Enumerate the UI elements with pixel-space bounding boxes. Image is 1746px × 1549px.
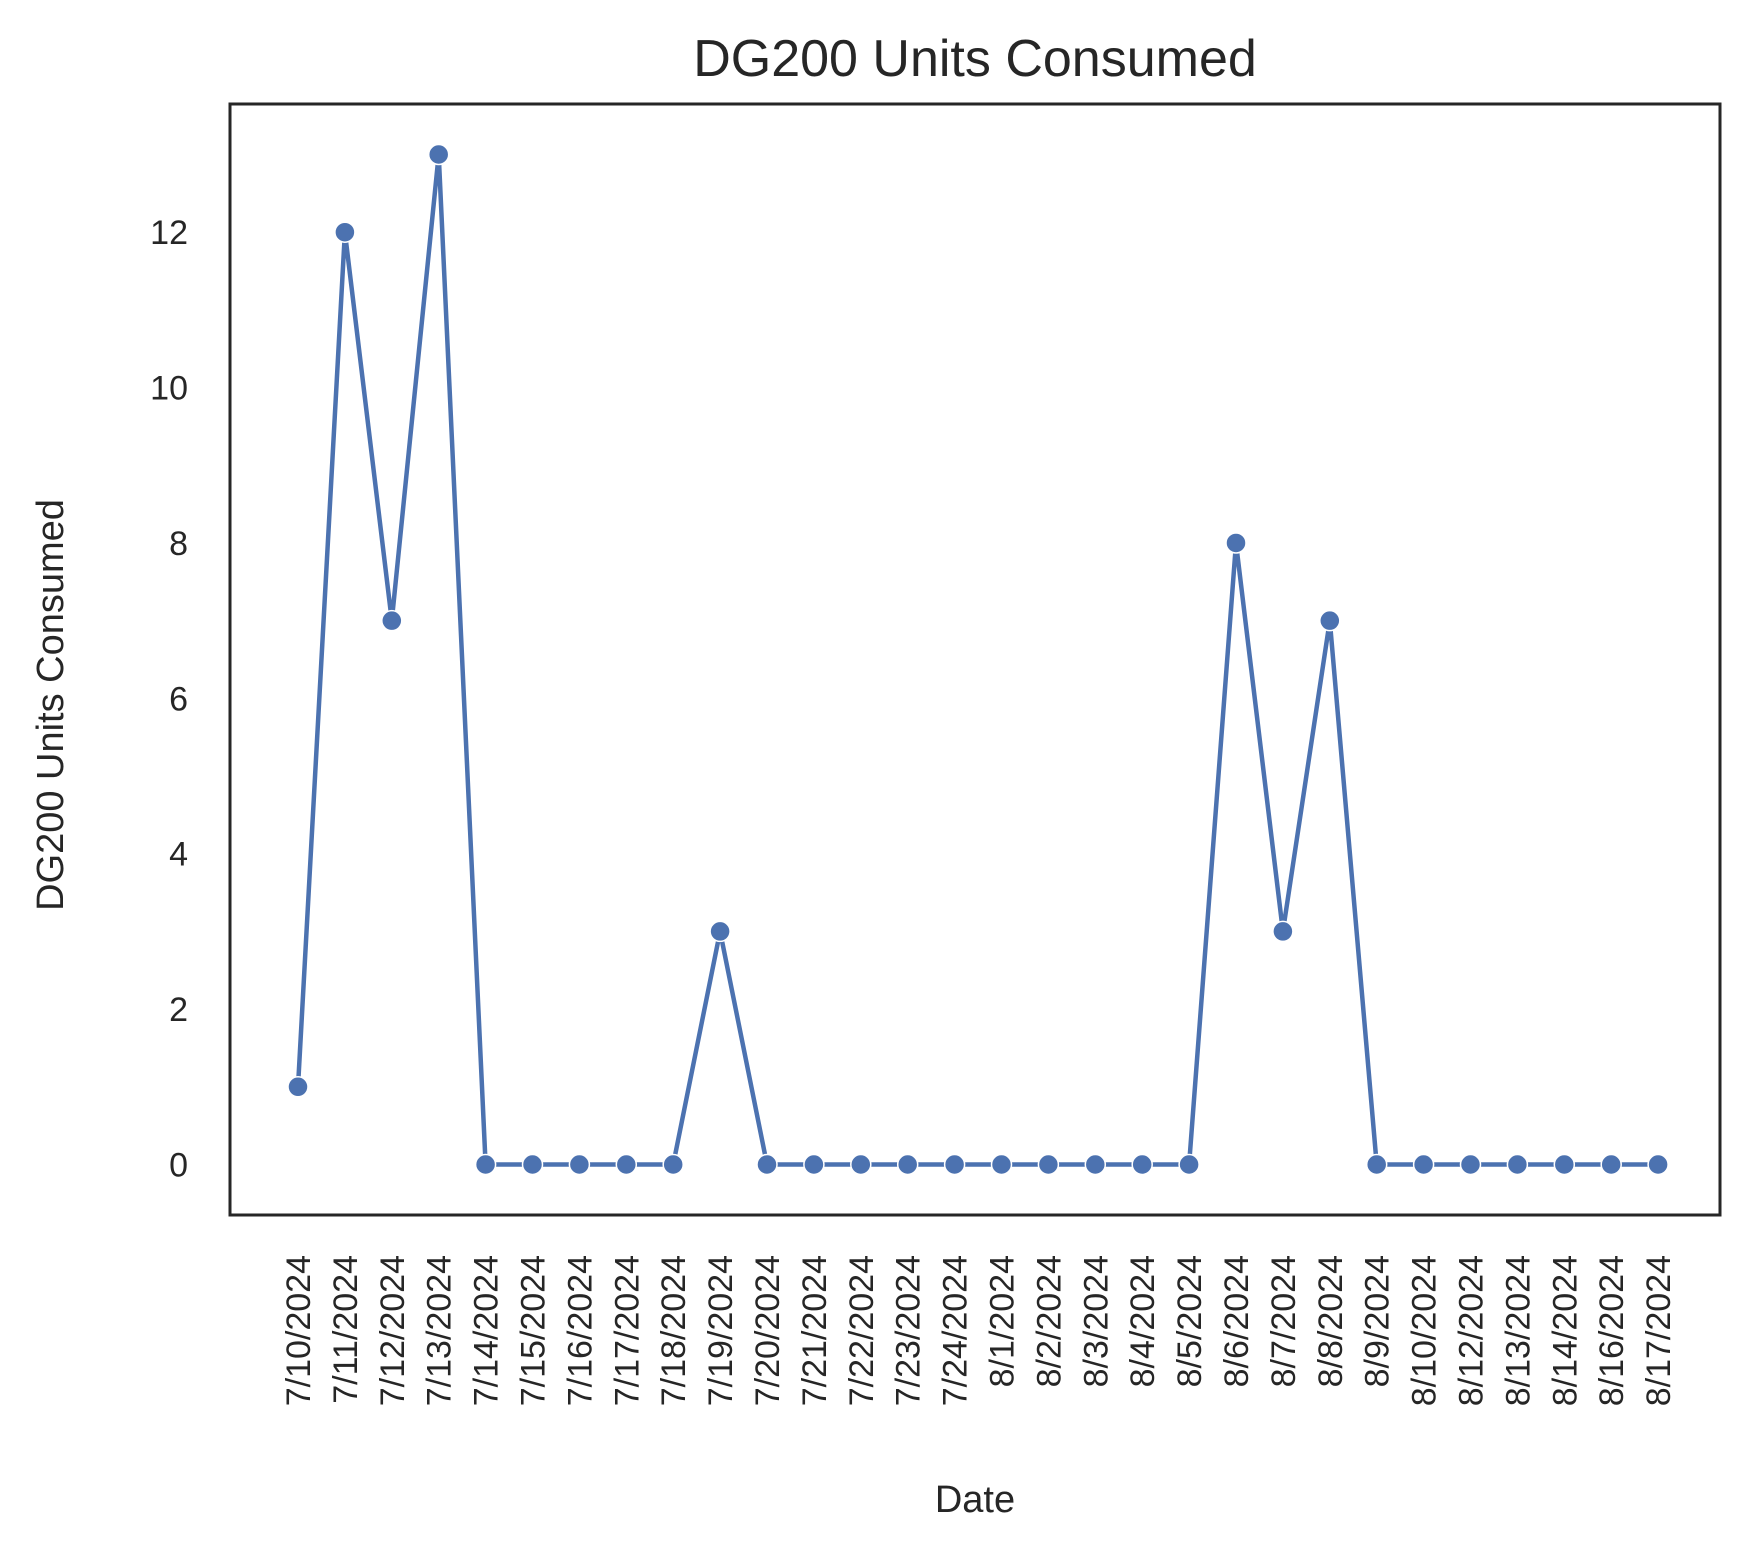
data-point [1084,1153,1107,1176]
data-point [521,1153,544,1176]
x-tick-label: 8/4/2024 [1124,1255,1162,1387]
data-point [474,1153,497,1176]
data-point [1319,609,1341,632]
x-tick-label: 7/11/2024 [327,1255,365,1404]
data-point [1365,1153,1388,1176]
x-tick-label: 7/17/2024 [608,1255,646,1406]
x-axis-label: Date [935,1479,1015,1521]
x-tick-label: 8/8/2024 [1312,1255,1350,1387]
data-point [943,1153,966,1176]
data-point [662,1153,684,1176]
data-point [568,1153,591,1176]
plot-area [287,143,1669,1176]
data-point [990,1153,1013,1176]
x-tick-label: 7/14/2024 [468,1255,506,1406]
x-tick-label: 8/9/2024 [1359,1255,1397,1387]
y-tick-label: 2 [169,991,188,1029]
y-tick-label: 4 [169,836,188,874]
data-point [896,1153,919,1176]
data-point [1412,1153,1435,1176]
data-point [756,1153,778,1176]
x-tick-label: 7/21/2024 [796,1255,834,1406]
data-point [850,1153,872,1176]
data-point [1225,532,1247,554]
chart-title: DG200 Units Consumed [693,30,1257,88]
series-line [295,152,1661,1167]
x-tick-label: 7/13/2024 [421,1255,459,1406]
plot-frame [228,102,1722,1217]
data-point [1600,1153,1622,1176]
x-tick-label: 8/1/2024 [984,1255,1022,1387]
data-point [709,920,731,943]
x-tick-label: 8/12/2024 [1453,1255,1491,1406]
data-point [334,221,356,243]
x-tick-label: 8/13/2024 [1499,1255,1537,1406]
x-tick-label: 7/19/2024 [702,1255,740,1406]
data-point [427,143,450,166]
data-point [1131,1153,1153,1176]
y-axis-label: DG200 Units Consumed [30,499,72,911]
x-tick-label: 8/16/2024 [1593,1255,1631,1406]
y-tick-label: 8 [169,525,188,563]
x-tick-label: 7/20/2024 [749,1255,787,1406]
x-tick-label: 8/2/2024 [1030,1255,1068,1387]
data-point [1459,1153,1482,1176]
x-tick-label: 7/16/2024 [561,1255,599,1406]
y-tick-label: 0 [169,1147,188,1185]
data-point [615,1153,638,1176]
data-point [803,1153,825,1176]
data-point [1506,1153,1529,1176]
x-tick-label: 8/6/2024 [1218,1255,1256,1387]
x-tick-label: 8/14/2024 [1546,1255,1584,1406]
x-tick-label: 7/15/2024 [515,1255,553,1406]
x-tick-label: 7/10/2024 [280,1255,318,1406]
x-tick-label: 8/7/2024 [1265,1255,1303,1387]
x-axis-ticks: 7/10/2024 7/11/2024 7/12/2024 7/13/2024 7/14… [280,1255,1678,1406]
x-tick-label: 8/17/2024 [1640,1255,1678,1406]
y-axis-ticks: 0 2 4 6 8 10 12 [150,214,188,1184]
y-tick-label: 12 [150,214,188,252]
x-tick-label: 7/12/2024 [374,1255,412,1406]
data-point [1037,1153,1060,1176]
x-tick-label: 8/5/2024 [1171,1255,1209,1387]
x-tick-label: 7/24/2024 [937,1255,975,1406]
x-tick-label: 7/23/2024 [890,1255,928,1406]
y-tick-label: 6 [169,680,188,718]
y-tick-label: 10 [150,370,188,408]
data-point [1272,920,1294,943]
data-point [287,1076,309,1098]
x-tick-label: 8/3/2024 [1077,1255,1115,1387]
data-point [1647,1153,1669,1176]
x-tick-label: 7/18/2024 [655,1255,693,1406]
x-tick-label: 7/22/2024 [843,1255,881,1406]
data-point [1553,1153,1576,1176]
data-point [381,609,403,632]
data-point [1178,1153,1200,1176]
x-tick-label: 8/10/2024 [1406,1255,1444,1406]
